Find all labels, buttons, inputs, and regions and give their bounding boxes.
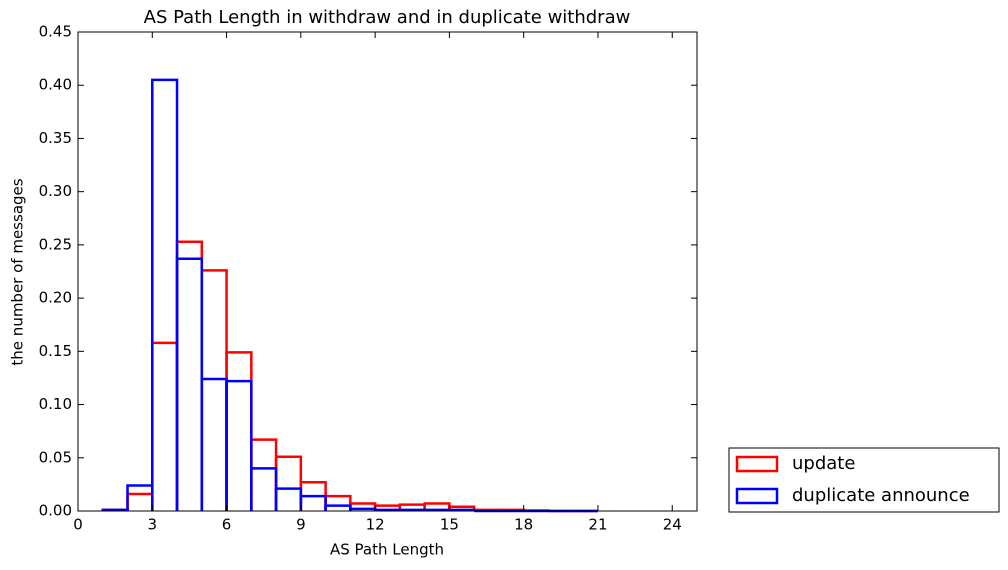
x-tick-label: 9 [296, 516, 306, 534]
y-tick-label: 0.30 [39, 182, 72, 200]
histogram-bin [225, 351, 253, 511]
legend-swatch [735, 487, 779, 505]
histogram-bin [126, 492, 154, 511]
legend-label: update [792, 453, 855, 474]
x-tick-label: 3 [148, 516, 158, 534]
x-tick-label: 24 [663, 516, 682, 534]
histogram-bin [250, 467, 278, 511]
legend-swatch [735, 455, 779, 473]
y-tick-label: 0.10 [39, 395, 72, 413]
histogram-bin [299, 494, 327, 511]
x-tick-label: 21 [588, 516, 607, 534]
x-tick-label: 15 [440, 516, 459, 534]
x-tick-label: 6 [222, 516, 232, 534]
histogram-bin [175, 240, 204, 511]
x-tick-label: 18 [514, 516, 533, 534]
y-axis-label: the number of messages [9, 178, 27, 365]
histogram-bin [151, 341, 179, 511]
histogram-bin [274, 487, 303, 511]
y-tick-label: 0.00 [39, 502, 72, 520]
y-tick-label: 0.40 [39, 76, 72, 94]
x-tick-label: 0 [73, 516, 83, 534]
histogram-bin [324, 494, 352, 511]
y-tick-label: 0.20 [39, 289, 72, 307]
histogram-bin [324, 504, 352, 511]
y-tick-label: 0.45 [39, 23, 72, 41]
x-tick-label: 12 [366, 516, 385, 534]
legend-label: duplicate announce [792, 485, 970, 506]
histogram-bin [151, 78, 179, 511]
y-tick-label: 0.15 [39, 342, 72, 360]
histogram-bin [200, 377, 228, 511]
histogram-bin [175, 257, 204, 511]
histogram-bin [225, 379, 253, 511]
histogram-bin [250, 438, 278, 511]
chart-title: AS Path Length in withdraw and in duplic… [144, 7, 631, 28]
legend-box [728, 447, 1000, 513]
y-tick-label: 0.35 [39, 129, 72, 147]
plot-frame [77, 31, 698, 512]
histogram-bin [200, 269, 228, 511]
x-axis-label: AS Path Length [330, 541, 444, 559]
histogram-bin [274, 455, 303, 511]
y-tick-label: 0.25 [39, 235, 72, 253]
histogram-bin [126, 484, 154, 511]
y-tick-label: 0.05 [39, 448, 72, 466]
